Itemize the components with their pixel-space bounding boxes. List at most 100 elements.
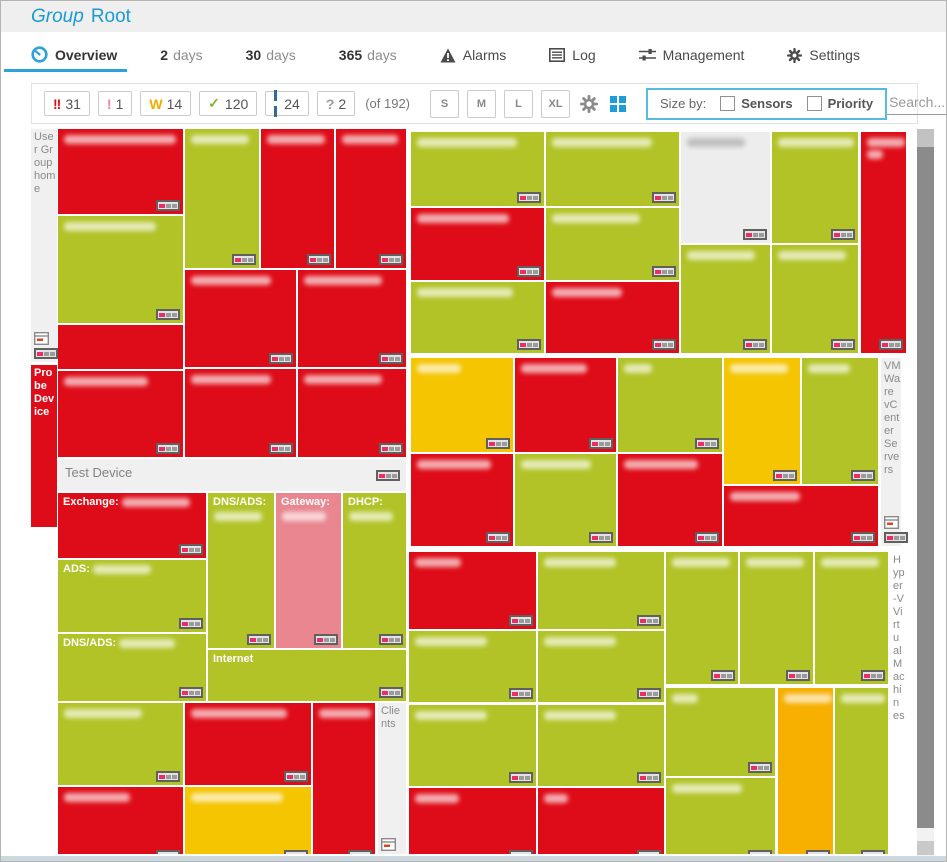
sensor-mini-badge[interactable] — [695, 532, 719, 543]
sensor-mini-badge[interactable] — [486, 532, 510, 543]
device-tile[interactable] — [724, 486, 878, 546]
sensor-mini-badge[interactable] — [517, 266, 541, 277]
group-header-test-device[interactable]: Test Device — [58, 459, 406, 491]
sensor-mini-badge[interactable] — [314, 634, 338, 645]
size-by-priority-checkbox[interactable] — [806, 96, 822, 111]
device-tile[interactable] — [618, 454, 722, 546]
sensor-mini-badge[interactable] — [652, 266, 676, 277]
view-settings-gear-icon[interactable] — [580, 94, 599, 113]
device-tile[interactable] — [666, 778, 775, 854]
device-tile[interactable] — [185, 270, 296, 367]
device-tile[interactable] — [298, 369, 406, 457]
sensor-mini-badge[interactable] — [743, 229, 767, 240]
group-strip-user-group-home[interactable]: User Group home — [31, 129, 58, 362]
device-tile[interactable] — [411, 358, 513, 452]
sensor-mini-badge[interactable] — [806, 850, 830, 854]
device-tile-dhcp[interactable]: DHCP: — [343, 493, 406, 648]
sensor-mini-badge[interactable] — [879, 339, 903, 350]
scrollbar-bottom-cap[interactable] — [917, 841, 934, 855]
sensor-mini-badge[interactable] — [884, 532, 908, 543]
device-tile[interactable] — [538, 705, 664, 786]
sensor-mini-badge[interactable] — [517, 339, 541, 350]
device-tile[interactable] — [546, 132, 679, 206]
group-strip-clients[interactable]: Clients — [378, 703, 406, 854]
device-tile[interactable] — [681, 132, 770, 243]
sensor-mini-badge[interactable] — [851, 532, 875, 543]
device-tile[interactable] — [772, 132, 858, 243]
status-filter-up[interactable]: ✓ 120 — [199, 91, 258, 116]
device-tile[interactable] — [515, 358, 616, 452]
group-strip-vmware-vcenter-servers[interactable]: VMWare vCenter Servers — [881, 358, 908, 546]
device-tile[interactable] — [815, 552, 888, 684]
sensor-mini-badge[interactable] — [861, 670, 885, 681]
device-tile[interactable] — [515, 454, 616, 546]
device-tile[interactable] — [778, 688, 833, 854]
sensor-mini-badge[interactable] — [509, 688, 533, 699]
sensor-mini-badge[interactable] — [379, 443, 403, 454]
device-tile[interactable] — [772, 245, 858, 353]
sensor-mini-badge[interactable] — [637, 615, 661, 626]
sensor-mini-badge[interactable] — [589, 532, 613, 543]
device-tile-gateway[interactable]: Gateway: — [276, 493, 341, 648]
scrollbar-thumb[interactable] — [917, 147, 934, 828]
vertical-scrollbar[interactable] — [917, 129, 934, 856]
device-tile[interactable] — [409, 705, 536, 786]
device-tile[interactable] — [313, 703, 375, 854]
device-tile-internet[interactable]: Internet — [208, 650, 406, 701]
sensor-mini-badge[interactable] — [695, 438, 719, 449]
size-by-sensors-checkbox[interactable] — [720, 96, 736, 111]
status-filter-paused[interactable]: 24 — [265, 89, 309, 117]
device-tile[interactable] — [409, 631, 536, 702]
device-tile[interactable] — [411, 208, 544, 280]
device-tile[interactable] — [411, 132, 544, 206]
device-tile[interactable] — [58, 129, 183, 214]
device-tile[interactable] — [861, 132, 906, 353]
device-tile[interactable] — [546, 208, 679, 280]
sensor-mini-badge[interactable] — [376, 470, 400, 481]
sensor-mini-badge[interactable] — [179, 544, 203, 555]
sensor-mini-badge[interactable] — [486, 438, 510, 449]
sensor-mini-badge[interactable] — [748, 850, 772, 854]
device-tile[interactable] — [666, 688, 775, 776]
tab-management[interactable]: Management — [638, 47, 744, 72]
device-tile[interactable] — [336, 129, 406, 268]
status-filter-unknown[interactable]: ? 2 — [316, 91, 356, 116]
sensor-mini-badge[interactable] — [748, 762, 772, 773]
device-tile[interactable] — [538, 552, 664, 629]
device-tile[interactable] — [802, 358, 878, 484]
sensor-mini-badge[interactable] — [509, 772, 533, 783]
tile-size-button-l[interactable]: L — [504, 89, 534, 118]
sensor-mini-badge[interactable] — [348, 850, 372, 854]
status-filter-warning[interactable]: W 14 — [140, 91, 192, 116]
device-tile[interactable] — [681, 245, 770, 353]
sensor-mini-badge[interactable] — [269, 443, 293, 454]
device-tile[interactable] — [740, 552, 813, 684]
device-tile[interactable] — [409, 788, 536, 854]
sensor-mini-badge[interactable] — [637, 688, 661, 699]
sensor-mini-badge[interactable] — [156, 771, 180, 782]
sensor-mini-badge[interactable] — [156, 850, 180, 854]
tile-size-button-xl[interactable]: XL — [541, 89, 571, 118]
device-tile-dns-ads[interactable]: DNS/ADS: — [58, 634, 206, 701]
tab-30-days[interactable]: 30 days — [246, 47, 296, 72]
sensor-mini-badge[interactable] — [156, 200, 180, 211]
sensor-mini-badge[interactable] — [831, 229, 855, 240]
device-tile[interactable] — [409, 552, 536, 629]
device-tile[interactable] — [724, 358, 800, 484]
device-tile[interactable] — [58, 787, 183, 854]
sensor-mini-badge[interactable] — [156, 309, 180, 320]
status-filter-error[interactable]: !! 31 — [44, 91, 90, 116]
sensor-mini-badge[interactable] — [637, 850, 661, 854]
device-tile[interactable] — [298, 270, 406, 367]
device-tile[interactable] — [261, 129, 334, 268]
device-tile[interactable] — [58, 216, 183, 323]
device-tile[interactable] — [411, 454, 513, 546]
device-tile[interactable] — [618, 358, 722, 452]
sensor-mini-badge[interactable] — [711, 670, 735, 681]
device-tile[interactable] — [185, 703, 311, 785]
sensor-mini-badge[interactable] — [179, 618, 203, 629]
sensor-mini-badge[interactable] — [34, 348, 58, 359]
sensor-mini-badge[interactable] — [379, 687, 403, 698]
sensor-mini-badge[interactable] — [284, 850, 308, 854]
device-tile[interactable] — [546, 282, 679, 353]
